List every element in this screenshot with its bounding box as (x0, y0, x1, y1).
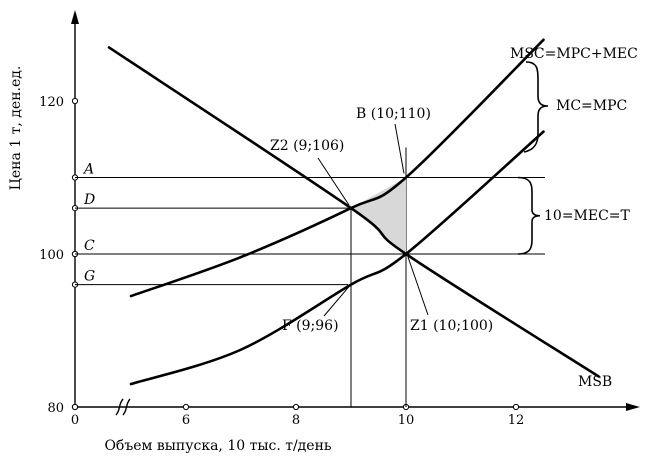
point-label-b: B (10;110) (356, 106, 431, 122)
y-level-label: A (82, 162, 94, 178)
x-tick-label: 8 (292, 413, 300, 428)
y-level-label: D (83, 192, 95, 208)
x-tick-label: 10 (398, 413, 415, 428)
label-leader-line (323, 286, 350, 317)
point-label-z1: Z1 (10;100) (410, 318, 493, 334)
x-axis-title: Объем выпуска, 10 тыс. т/день (104, 438, 331, 454)
curve-msc (129, 38, 545, 298)
y-tick-label: 100 (39, 248, 64, 263)
y-tick-mark (71, 97, 79, 105)
annotation-mc: MC=MPC (556, 98, 627, 114)
x-tick-label: 0 (71, 413, 79, 428)
curve-mc (129, 130, 545, 386)
annotations: Z2 (9;106) B (10;110) Z1 (10;100) F (9;96) M… (270, 46, 638, 390)
tick-labels: 0 6 8 10 12 80 100 120 AD CG (39, 95, 524, 428)
axes (71, 10, 640, 416)
x-tick-mark (292, 403, 300, 411)
label-leader-line (394, 123, 405, 174)
y-tick-label: 120 (39, 95, 64, 110)
annotation-msb: MSB (578, 374, 612, 390)
point-label-z2: Z2 (9;106) (270, 138, 344, 154)
label-leader-line (317, 157, 350, 206)
y-tick-mark (71, 403, 79, 411)
y-axis-arrow (71, 10, 79, 24)
axis-break-mark (115, 398, 124, 416)
x-tick-mark (512, 403, 520, 411)
point-label-f: F (9;96) (282, 318, 339, 334)
curves (107, 38, 600, 386)
curve-msb (107, 46, 600, 378)
brace-mec (517, 176, 541, 255)
annotation-msc: MSC=MPC+MEC (510, 46, 638, 62)
x-tick-label: 12 (508, 413, 525, 428)
axis-break-mark (122, 398, 131, 416)
y-level-label: C (84, 238, 95, 254)
x-tick-label: 6 (182, 413, 190, 428)
y-axis-title: Цена 1 т, ден.ед. (8, 66, 24, 191)
guide-lines (75, 147, 545, 407)
x-tick-mark (182, 403, 190, 411)
y-tick-label: 80 (47, 401, 64, 416)
label-leader-line (407, 256, 429, 316)
annotation-mec: 10=MEC=T (544, 208, 631, 224)
y-level-label: G (84, 269, 95, 285)
x-axis-arrow (626, 403, 640, 411)
deadweight-loss-area (351, 177, 406, 254)
brace-mc (523, 61, 549, 153)
